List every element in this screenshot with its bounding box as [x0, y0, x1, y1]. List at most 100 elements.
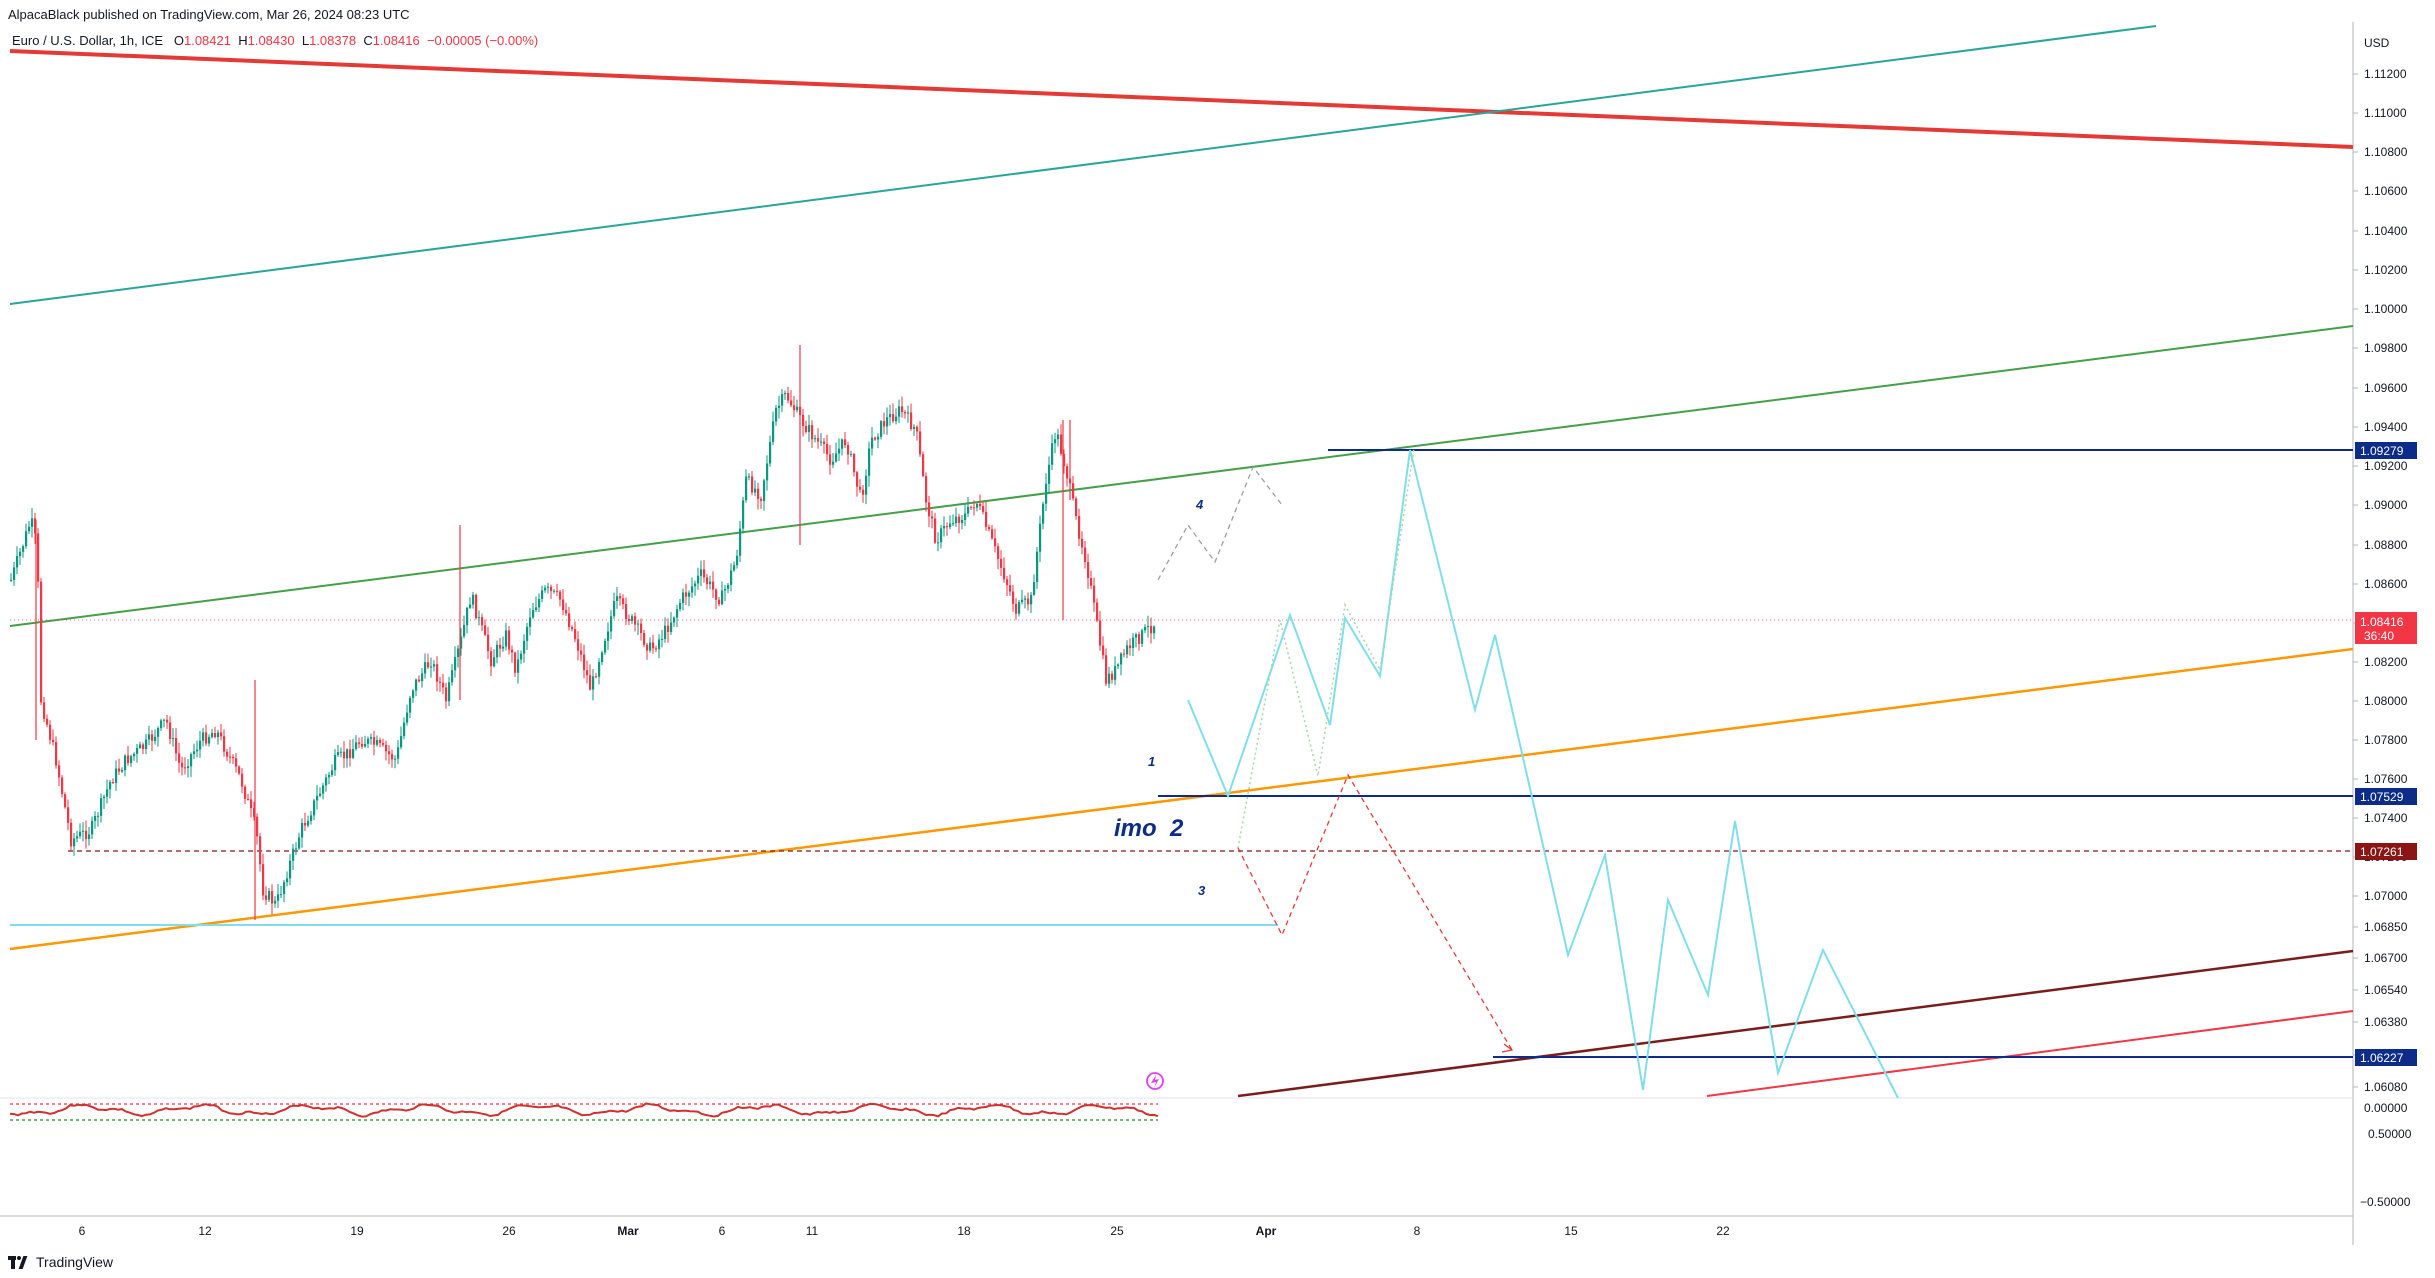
wave-label-3[interactable]: 3 — [1198, 883, 1206, 898]
candle-body — [1042, 503, 1045, 524]
symbol-title[interactable]: Euro / U.S. Dollar, 1h, ICE — [12, 33, 164, 48]
candlestick-series[interactable] — [10, 345, 1156, 920]
candle-body — [958, 516, 961, 524]
time-tick-label: 6 — [719, 1224, 726, 1238]
candle-body — [931, 516, 934, 519]
candle-body — [1063, 453, 1066, 467]
candle-body — [43, 702, 46, 719]
candle-body — [328, 774, 331, 778]
time-axis[interactable]: 6 12 19 26 Mar 6 11 18 25 Apr 8 15 22 — [79, 1224, 1730, 1238]
candle-body — [421, 673, 424, 682]
candle-body — [847, 445, 850, 455]
candle-body — [1123, 653, 1126, 655]
candle-body — [82, 830, 85, 832]
candle-body — [1093, 585, 1096, 603]
alert-icon[interactable] — [1146, 1072, 1164, 1090]
countdown-timer: 36:40 — [2364, 629, 2394, 643]
candle-body — [229, 756, 232, 758]
candle-body — [415, 679, 418, 691]
candle-body — [298, 837, 301, 849]
candle-body — [886, 417, 889, 427]
candle-body — [304, 822, 307, 826]
candle-body — [1132, 637, 1135, 648]
candle-body — [19, 551, 22, 557]
projection-grey-dashed[interactable] — [1157, 465, 1283, 581]
candle-body — [622, 598, 625, 605]
candle-body — [523, 640, 526, 654]
candle-body — [64, 794, 67, 808]
candle-body — [904, 412, 907, 414]
candle-body — [193, 751, 196, 755]
candle-body — [775, 407, 778, 422]
candle-body — [514, 652, 517, 673]
last-price-value: 1.08416 — [2360, 615, 2404, 629]
projection-cyan-zigzag[interactable] — [1187, 449, 1899, 1099]
candle-body — [217, 732, 220, 738]
candle-body — [1012, 591, 1015, 604]
candle-body — [631, 616, 634, 622]
candle-body — [823, 441, 826, 444]
candle-body — [607, 631, 610, 641]
candle-body — [109, 782, 112, 790]
candle-body — [667, 625, 670, 633]
candle-body — [760, 498, 763, 501]
candle-body — [838, 448, 841, 454]
candle-body — [301, 822, 304, 838]
wave-label-4[interactable]: 4 — [1195, 497, 1204, 512]
candle-body — [652, 642, 655, 649]
descending-red-trendline[interactable] — [9, 49, 2354, 149]
candle-body — [925, 476, 928, 503]
candle-body — [202, 732, 205, 741]
candle-body — [1108, 673, 1111, 684]
low-value: 1.08378 — [309, 33, 357, 48]
oscillator-tick-label: 0.50000 — [2368, 1127, 2412, 1141]
price-tick-label: 1.07800 — [2364, 733, 2408, 747]
candle-body — [448, 682, 451, 702]
candle-body — [991, 529, 994, 539]
candle-body — [349, 749, 352, 758]
ascending-red-lower-trendline[interactable] — [1706, 1010, 2354, 1097]
projection-red-dashed[interactable] — [1237, 773, 1513, 1051]
imo-wave-label[interactable]: imo 2 — [1114, 815, 1184, 842]
candle-body — [550, 586, 553, 592]
candle-body — [442, 682, 445, 688]
ascending-green-trendline[interactable] — [9, 325, 2354, 627]
ascending-orange-trendline[interactable] — [9, 647, 2354, 951]
candle-body — [841, 439, 844, 449]
candle-body — [361, 743, 364, 747]
candle-body — [1057, 434, 1060, 440]
candle-body — [223, 736, 226, 752]
candle-body — [589, 675, 592, 690]
candle-body — [271, 891, 274, 904]
candle-body — [1045, 483, 1048, 504]
candle-body — [526, 626, 529, 641]
candle-body — [163, 719, 166, 721]
price-tick-label: 1.06540 — [2364, 983, 2408, 997]
candle-body — [1048, 464, 1051, 484]
tradingview-logo[interactable]: TradingView — [8, 1254, 113, 1270]
candle-body — [394, 758, 397, 760]
candle-body — [250, 799, 253, 809]
candle-body — [427, 662, 430, 668]
candle-body — [829, 454, 832, 465]
candle-body — [16, 556, 19, 568]
candle-body — [571, 627, 574, 630]
oscillator-line[interactable] — [9, 1102, 1159, 1118]
candle-body — [979, 503, 982, 507]
currency-label[interactable]: USD — [2364, 36, 2390, 50]
candle-body — [1075, 498, 1078, 517]
candle-body — [1009, 585, 1012, 592]
candle-body — [934, 518, 937, 543]
candle-body — [553, 590, 556, 592]
ascending-teal-trendline[interactable] — [9, 25, 2157, 305]
candle-body — [604, 640, 607, 653]
candle-body — [1105, 655, 1108, 684]
candle-body — [478, 617, 481, 619]
ohlc-legend[interactable]: Euro / U.S. Dollar, 1h, ICE O1.08421 H1.… — [12, 33, 538, 48]
projection-green-dotted[interactable] — [1237, 447, 1415, 849]
wave-label-1[interactable]: 1 — [1148, 754, 1155, 769]
price-tick-label: 1.07000 — [2364, 889, 2408, 903]
candle-body — [502, 646, 505, 649]
price-tick-label: 1.10800 — [2364, 145, 2408, 159]
